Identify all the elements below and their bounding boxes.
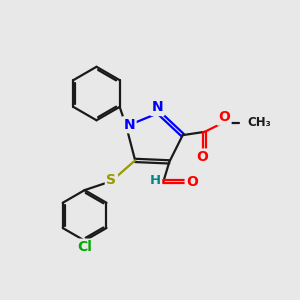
Text: N: N: [152, 100, 163, 115]
Text: CH₃: CH₃: [247, 116, 271, 129]
Text: N: N: [123, 118, 135, 132]
Text: O: O: [218, 110, 230, 124]
Text: H: H: [149, 174, 161, 187]
Text: O: O: [196, 150, 208, 164]
Text: O: O: [186, 175, 198, 189]
Text: Cl: Cl: [77, 240, 92, 254]
Text: S: S: [106, 173, 116, 187]
